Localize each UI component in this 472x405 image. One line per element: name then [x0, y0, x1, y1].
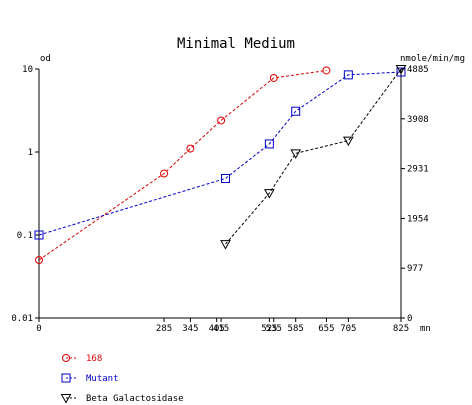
- legend-label: 168: [86, 354, 102, 364]
- x-tick-label: 655: [318, 324, 334, 334]
- series-line-beta-galactosidase: [225, 68, 402, 245]
- y-right-tick-label: 3908: [407, 115, 429, 125]
- data-point-beta-galactosidase: [220, 240, 231, 250]
- y-left-tick-label: 0.1: [17, 231, 33, 241]
- legend-label: Beta Galactosidase: [86, 394, 184, 404]
- legend-marker: [60, 394, 72, 404]
- x-tick-label: 825: [393, 324, 409, 334]
- legend-item-168: 168: [62, 354, 102, 364]
- series-line-mutant: [38, 71, 402, 236]
- legend-marker: [62, 354, 70, 362]
- x-tick-label: 525: [261, 324, 277, 334]
- y-right-tick-label: 1954: [407, 214, 429, 224]
- x-tick-label: 0: [36, 324, 41, 334]
- legend-label: Mutant: [86, 374, 119, 384]
- data-point-168: [269, 73, 278, 82]
- series-168: [35, 66, 331, 264]
- data-point-168: [217, 116, 226, 125]
- series-beta-galactosidase: [220, 65, 407, 250]
- x-tick-label: 535: [266, 324, 282, 334]
- data-point-mutant: [343, 70, 353, 80]
- y-left-tick-label: 10: [22, 65, 33, 75]
- x-tick-label: 585: [288, 324, 304, 334]
- legend-item-beta-galactosidase: Beta Galactosidase: [60, 394, 184, 404]
- data-point-mutant: [291, 106, 301, 116]
- y-right-unit: nmole/min/mg: [400, 54, 465, 64]
- chart-title: Minimal Medium: [177, 36, 295, 52]
- y-left-tick-label: 0.01: [11, 314, 33, 324]
- x-tick-label: 405: [209, 324, 225, 334]
- legend: 168 Mutant Beta Galactosidase: [60, 354, 184, 404]
- data-point-168: [160, 169, 169, 178]
- series-layer: [34, 65, 407, 264]
- x-tick-label: 285: [156, 324, 172, 334]
- legend-marker: [61, 373, 71, 383]
- data-point-mutant: [264, 139, 274, 149]
- series-mutant: [34, 67, 406, 240]
- legend-item-mutant: Mutant: [61, 373, 119, 384]
- data-point-beta-galactosidase: [342, 136, 354, 147]
- data-point-beta-galactosidase: [395, 65, 407, 75]
- y-right-tick-label: 0: [407, 314, 412, 324]
- data-point-beta-galactosidase: [290, 149, 302, 159]
- data-point-168: [322, 66, 331, 75]
- y-left-tick-label: 1: [28, 148, 33, 158]
- data-point-beta-galactosidase: [264, 189, 275, 199]
- y-right-tick-label: 4885: [407, 65, 429, 75]
- data-point-mutant: [220, 173, 230, 183]
- x-tick-label: 415: [213, 324, 229, 334]
- data-point-mutant: [396, 67, 406, 77]
- x-tick-label: 345: [182, 324, 198, 334]
- data-point-mutant: [34, 230, 44, 240]
- y-right-tick-label: 2931: [407, 165, 429, 175]
- y-left-unit: od: [40, 54, 51, 64]
- x-tick-label: 705: [340, 324, 356, 334]
- y-right-tick-label: 977: [407, 264, 423, 274]
- x-unit: mn: [420, 324, 431, 334]
- series-line-168: [38, 69, 327, 261]
- data-point-168: [186, 144, 195, 153]
- data-point-168: [35, 255, 43, 264]
